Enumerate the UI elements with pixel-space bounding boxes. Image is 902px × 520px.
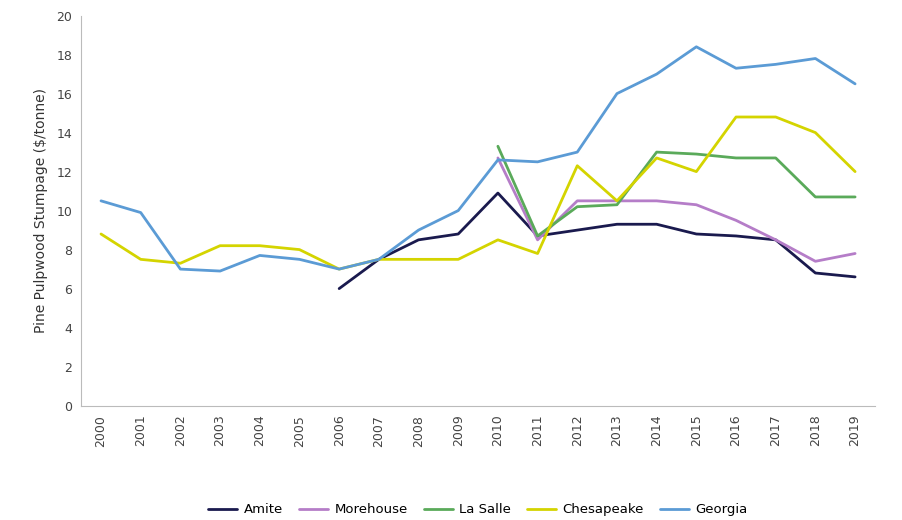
Georgia xyxy=(254,252,265,258)
Georgia xyxy=(453,207,464,214)
Georgia xyxy=(413,227,424,233)
Amite xyxy=(572,227,583,233)
Chesapeake xyxy=(492,237,503,243)
Georgia xyxy=(572,149,583,155)
Amite xyxy=(691,231,702,237)
Amite xyxy=(850,274,861,280)
Morehouse xyxy=(731,217,741,224)
Morehouse xyxy=(691,202,702,208)
Morehouse xyxy=(532,237,543,243)
Line: La Salle: La Salle xyxy=(498,146,855,236)
La Salle xyxy=(691,151,702,157)
La Salle xyxy=(572,204,583,210)
Georgia xyxy=(492,157,503,163)
Georgia xyxy=(334,266,345,272)
Amite xyxy=(612,221,622,227)
Georgia xyxy=(850,81,861,87)
Morehouse xyxy=(612,198,622,204)
Line: Chesapeake: Chesapeake xyxy=(101,117,855,269)
Y-axis label: Pine Pulpwood Stumpage ($/tonne): Pine Pulpwood Stumpage ($/tonne) xyxy=(34,88,48,333)
Georgia xyxy=(135,210,146,216)
Chesapeake xyxy=(135,256,146,263)
Chesapeake xyxy=(215,242,226,249)
Chesapeake xyxy=(731,114,741,120)
Chesapeake xyxy=(651,155,662,161)
Amite xyxy=(334,285,345,292)
Chesapeake xyxy=(413,256,424,263)
La Salle xyxy=(810,194,821,200)
Chesapeake xyxy=(453,256,464,263)
Georgia xyxy=(810,55,821,61)
Georgia xyxy=(175,266,186,272)
Chesapeake xyxy=(770,114,781,120)
Legend: Amite, Morehouse, La Salle, Chesapeake, Georgia: Amite, Morehouse, La Salle, Chesapeake, … xyxy=(203,498,753,520)
La Salle xyxy=(651,149,662,155)
Morehouse xyxy=(850,250,861,256)
Amite xyxy=(413,237,424,243)
Chesapeake xyxy=(334,266,345,272)
Georgia xyxy=(691,44,702,50)
Morehouse xyxy=(810,258,821,264)
Chesapeake xyxy=(612,198,622,204)
Chesapeake xyxy=(294,246,305,253)
Georgia xyxy=(612,90,622,97)
Morehouse xyxy=(572,198,583,204)
La Salle xyxy=(532,233,543,239)
Georgia xyxy=(96,198,106,204)
Chesapeake xyxy=(810,129,821,136)
Amite xyxy=(731,233,741,239)
Amite xyxy=(770,237,781,243)
Chesapeake xyxy=(532,250,543,256)
Georgia xyxy=(215,268,226,274)
La Salle xyxy=(850,194,861,200)
Amite xyxy=(532,233,543,239)
La Salle xyxy=(492,143,503,149)
Morehouse xyxy=(651,198,662,204)
Georgia xyxy=(651,71,662,77)
La Salle xyxy=(770,155,781,161)
Georgia xyxy=(731,65,741,71)
Chesapeake xyxy=(691,168,702,175)
Amite xyxy=(810,270,821,276)
Amite xyxy=(492,190,503,196)
La Salle xyxy=(612,202,622,208)
Line: Georgia: Georgia xyxy=(101,47,855,271)
Morehouse xyxy=(492,155,503,161)
Amite xyxy=(651,221,662,227)
Chesapeake xyxy=(175,260,186,266)
Chesapeake xyxy=(850,168,861,175)
Georgia xyxy=(294,256,305,263)
Georgia xyxy=(373,256,384,263)
Georgia xyxy=(532,159,543,165)
Chesapeake xyxy=(373,256,384,263)
Line: Morehouse: Morehouse xyxy=(498,158,855,261)
Chesapeake xyxy=(254,242,265,249)
Amite xyxy=(453,231,464,237)
La Salle xyxy=(731,155,741,161)
Chesapeake xyxy=(96,231,106,237)
Morehouse xyxy=(770,237,781,243)
Amite xyxy=(373,256,384,263)
Chesapeake xyxy=(572,163,583,169)
Georgia xyxy=(770,61,781,68)
Line: Amite: Amite xyxy=(339,193,855,289)
